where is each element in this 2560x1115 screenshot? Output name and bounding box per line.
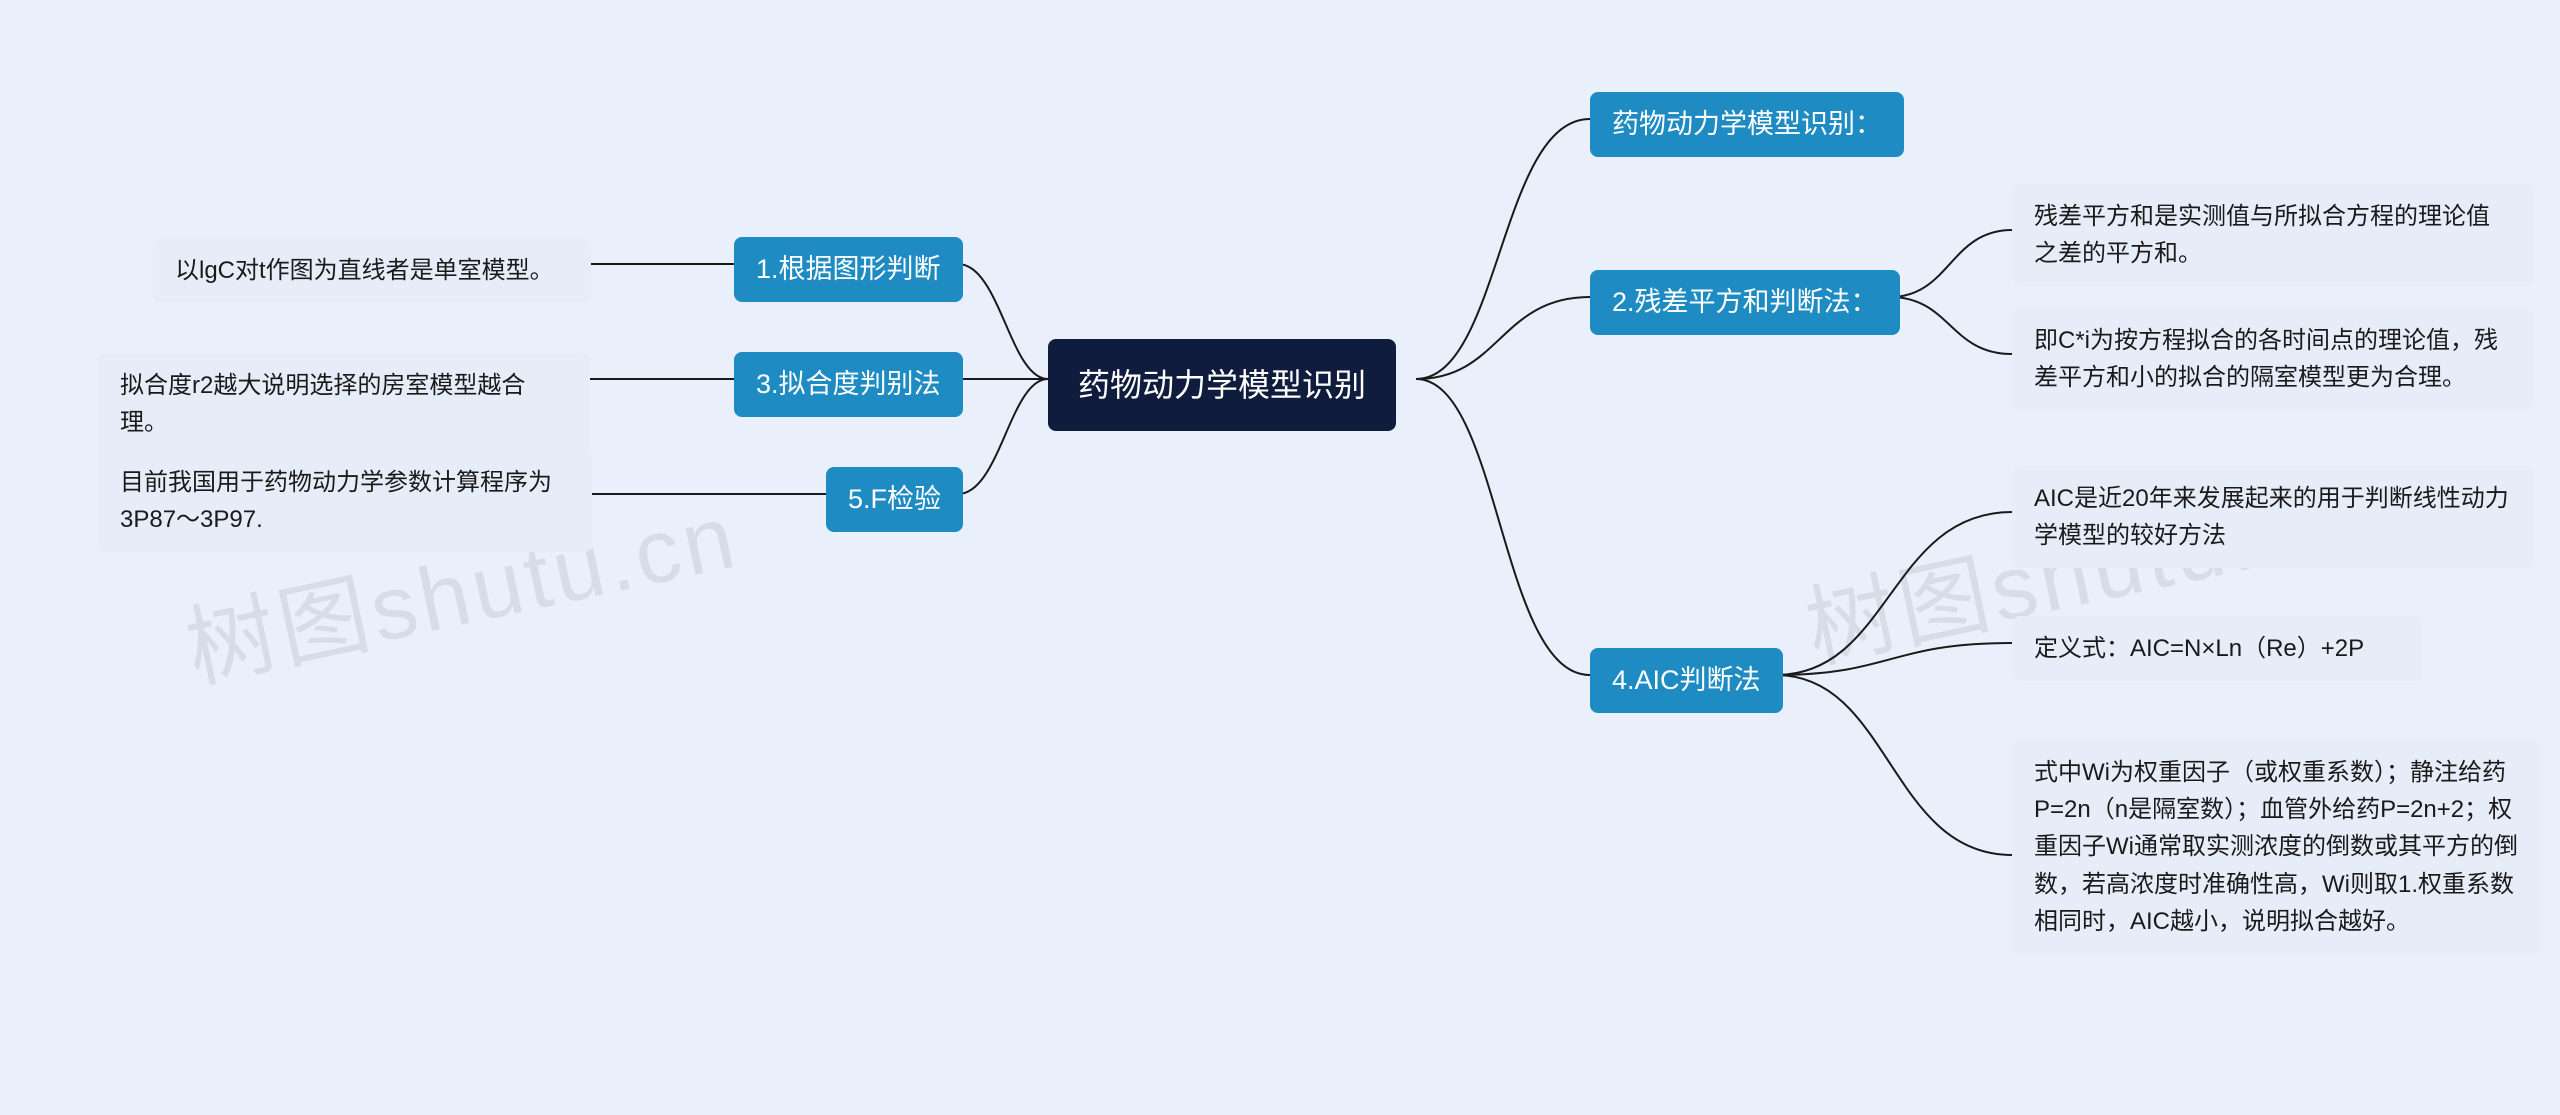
leaf-b2-0: 残差平方和是实测值与所拟合方程的理论值之差的平方和。 [2012,184,2534,286]
leaf-b5: 目前我国用于药物动力学参数计算程序为3P87～3P97. [98,450,592,552]
branch-b2[interactable]: 2.残差平方和判断法： [1590,270,1900,335]
leaf-b4-2: 式中Wi为权重因子（或权重系数）；静注给药P=2n（n是隔室数）；血管外给药P=… [2012,740,2540,954]
branch-b5[interactable]: 5.F检验 [826,467,963,532]
leaf-b2-1: 即C*i为按方程拟合的各时间点的理论值，残差平方和小的拟合的隔室模型更为合理。 [2012,308,2534,410]
leaf-b4-1: 定义式：AIC=N×Ln（Re）+2P [2012,616,2422,681]
leaf-b4-0: AIC是近20年来发展起来的用于判断线性动力学模型的较好方法 [2012,466,2534,568]
branch-b4[interactable]: 4.AIC判断法 [1590,648,1783,713]
leaf-b3: 拟合度r2越大说明选择的房室模型越合理。 [98,353,590,455]
branch-b0[interactable]: 药物动力学模型识别： [1590,92,1904,157]
leaf-b1: 以lgC对t作图为直线者是单室模型。 [153,238,591,303]
branch-b3[interactable]: 3.拟合度判别法 [734,352,963,417]
branch-b1[interactable]: 1.根据图形判断 [734,237,963,302]
root-node[interactable]: 药物动力学模型识别 [1048,339,1396,431]
